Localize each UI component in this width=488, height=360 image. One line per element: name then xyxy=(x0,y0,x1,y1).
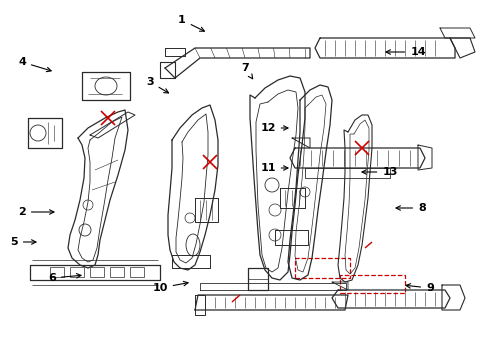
Bar xyxy=(110,267,124,277)
Text: 13: 13 xyxy=(361,167,397,177)
Text: 14: 14 xyxy=(385,47,425,57)
Text: 12: 12 xyxy=(260,123,287,133)
Text: 11: 11 xyxy=(260,163,287,173)
Text: 8: 8 xyxy=(395,203,425,213)
Text: 3: 3 xyxy=(146,77,168,93)
Text: 6: 6 xyxy=(48,273,81,283)
Bar xyxy=(50,267,64,277)
Bar xyxy=(294,258,349,278)
Text: 7: 7 xyxy=(241,63,252,79)
Bar xyxy=(90,267,104,277)
Text: 10: 10 xyxy=(152,282,188,293)
Bar xyxy=(130,267,143,277)
Text: 9: 9 xyxy=(405,283,433,293)
Text: 1: 1 xyxy=(178,15,204,31)
Text: 2: 2 xyxy=(18,207,54,217)
Text: 5: 5 xyxy=(10,237,36,247)
Bar xyxy=(70,267,84,277)
Bar xyxy=(339,275,404,293)
Text: 4: 4 xyxy=(18,57,51,72)
